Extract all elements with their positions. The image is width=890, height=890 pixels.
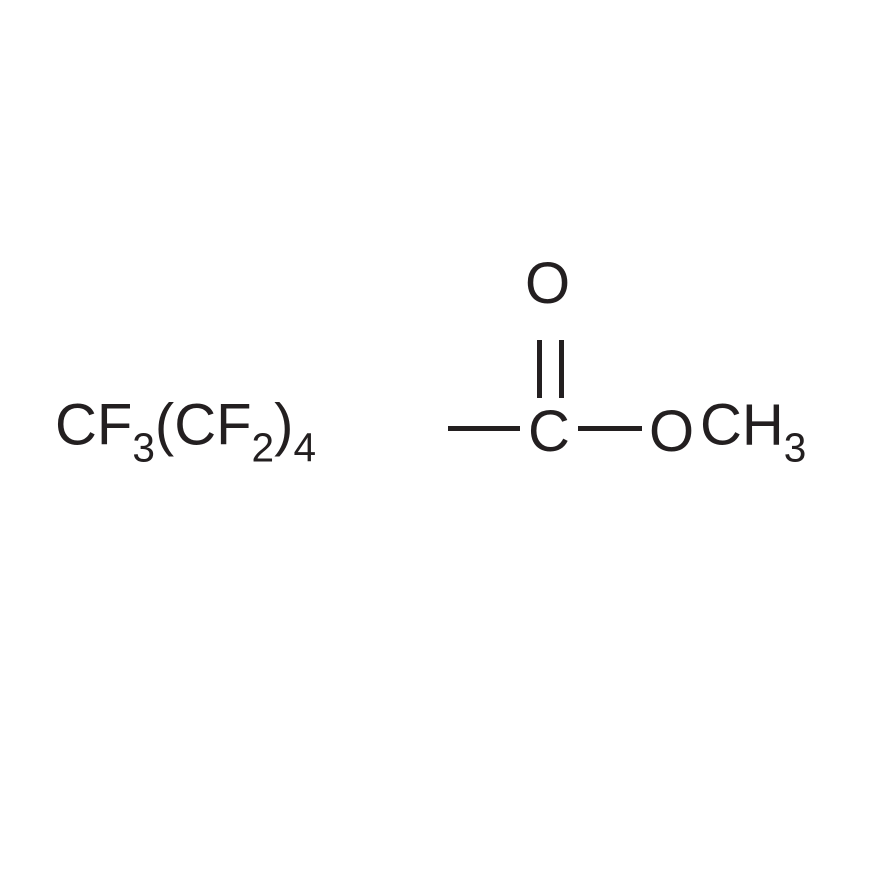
close-paren: ) — [274, 392, 293, 457]
repeat-4-sub: 4 — [293, 424, 316, 470]
ether-oxygen: O — [649, 398, 694, 465]
carbonyl-oxygen: O — [525, 250, 570, 317]
bond-carbonyl-to-ether — [578, 426, 642, 431]
cf2-sub: 2 — [252, 424, 275, 470]
double-bond-right — [559, 340, 564, 398]
ch3-sub: 3 — [784, 424, 807, 470]
chemical-structure-canvas: CF3(CF2)4 C O O CH3 — [0, 0, 890, 890]
cf-text: CF — [55, 392, 132, 457]
perfluoro-chain-label: CF3(CF2)4 — [55, 391, 316, 467]
bond-chain-to-carbonyl — [448, 426, 520, 431]
double-bond-left — [537, 340, 542, 398]
methyl-group: CH3 — [700, 391, 806, 467]
open-paren-cf: (CF — [155, 392, 252, 457]
ch-text: CH — [700, 392, 784, 457]
cf3-sub: 3 — [132, 424, 155, 470]
carbonyl-carbon: C — [528, 398, 570, 465]
